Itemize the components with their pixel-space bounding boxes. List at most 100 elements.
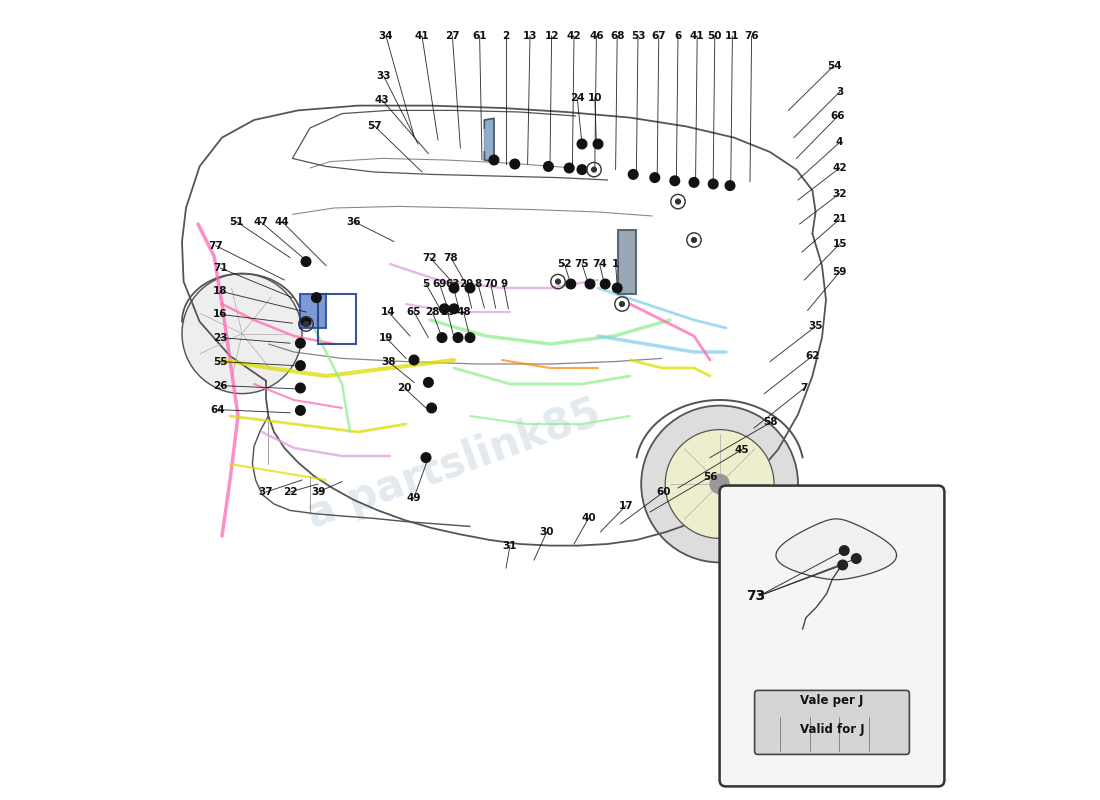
- Circle shape: [543, 162, 553, 171]
- Circle shape: [578, 165, 586, 174]
- Circle shape: [675, 199, 681, 204]
- Text: 9: 9: [500, 279, 507, 289]
- Text: 70: 70: [484, 279, 498, 289]
- Text: 55: 55: [213, 357, 228, 366]
- Text: 45: 45: [735, 445, 749, 454]
- Text: 49: 49: [407, 493, 421, 502]
- Circle shape: [465, 283, 475, 293]
- Text: 62: 62: [805, 351, 820, 361]
- Circle shape: [421, 453, 431, 462]
- Text: 61: 61: [472, 31, 487, 41]
- Text: 40: 40: [581, 514, 596, 523]
- Text: 43: 43: [375, 95, 389, 105]
- Circle shape: [409, 355, 419, 365]
- Circle shape: [666, 430, 774, 538]
- Text: 58: 58: [763, 418, 778, 427]
- Text: 44: 44: [275, 217, 289, 226]
- Text: 14: 14: [381, 307, 396, 317]
- Text: 74: 74: [592, 259, 607, 269]
- Circle shape: [427, 403, 437, 413]
- Text: 28: 28: [425, 307, 440, 317]
- Circle shape: [613, 283, 621, 293]
- Circle shape: [304, 322, 308, 326]
- Text: 3: 3: [836, 87, 844, 97]
- Circle shape: [564, 163, 574, 173]
- Circle shape: [690, 178, 698, 187]
- Circle shape: [670, 176, 680, 186]
- Text: 21: 21: [833, 214, 847, 224]
- Text: 25: 25: [440, 307, 455, 317]
- Circle shape: [465, 333, 475, 342]
- Text: 66: 66: [830, 111, 845, 121]
- Circle shape: [437, 333, 447, 342]
- Text: 22: 22: [283, 487, 297, 497]
- Circle shape: [692, 238, 696, 242]
- Circle shape: [449, 283, 459, 293]
- Text: 13: 13: [522, 31, 537, 41]
- Text: 33: 33: [376, 71, 390, 81]
- Text: 7: 7: [801, 383, 808, 393]
- Text: 53: 53: [630, 31, 646, 41]
- Circle shape: [641, 406, 798, 562]
- Text: 67: 67: [651, 31, 667, 41]
- Text: 6: 6: [674, 31, 682, 41]
- Text: 65: 65: [407, 307, 421, 317]
- Text: 72: 72: [422, 253, 438, 262]
- Polygon shape: [484, 118, 494, 162]
- Text: 60: 60: [657, 487, 671, 497]
- Circle shape: [838, 560, 847, 570]
- Text: 37: 37: [258, 487, 273, 497]
- Text: 10: 10: [587, 93, 602, 102]
- Text: 50: 50: [707, 31, 722, 41]
- Text: 34: 34: [378, 31, 394, 41]
- Text: 15: 15: [833, 239, 847, 249]
- Polygon shape: [776, 519, 896, 580]
- Text: 31: 31: [503, 541, 517, 550]
- Text: 17: 17: [618, 501, 634, 510]
- Text: 39: 39: [311, 487, 326, 497]
- Text: 75: 75: [574, 259, 590, 269]
- Text: 52: 52: [558, 259, 572, 269]
- Circle shape: [301, 257, 311, 266]
- Circle shape: [566, 279, 575, 289]
- Circle shape: [311, 293, 321, 302]
- Text: 63: 63: [446, 279, 460, 289]
- Text: 47: 47: [253, 217, 267, 226]
- Text: 78: 78: [443, 253, 458, 262]
- Circle shape: [296, 361, 305, 370]
- Text: 11: 11: [725, 31, 739, 41]
- Text: 64: 64: [211, 405, 226, 414]
- Text: 38: 38: [381, 357, 396, 366]
- Circle shape: [510, 159, 519, 169]
- Circle shape: [453, 333, 463, 342]
- Circle shape: [585, 279, 595, 289]
- Text: 5: 5: [422, 279, 430, 289]
- Circle shape: [710, 474, 729, 494]
- Circle shape: [708, 179, 718, 189]
- Text: 4: 4: [836, 138, 844, 147]
- Circle shape: [424, 378, 433, 387]
- Circle shape: [593, 139, 603, 149]
- Text: 56: 56: [703, 472, 717, 482]
- Text: 77: 77: [208, 241, 223, 250]
- Text: 71: 71: [213, 263, 228, 273]
- Circle shape: [556, 279, 560, 284]
- Text: 46: 46: [590, 31, 604, 41]
- Text: 16: 16: [213, 310, 228, 319]
- Circle shape: [182, 274, 302, 394]
- Circle shape: [578, 139, 586, 149]
- Circle shape: [296, 406, 305, 415]
- Text: Vale per J: Vale per J: [801, 694, 864, 707]
- Circle shape: [490, 155, 498, 165]
- Text: a partslink85: a partslink85: [301, 391, 606, 537]
- Text: 29: 29: [459, 279, 473, 289]
- Circle shape: [628, 170, 638, 179]
- Circle shape: [851, 554, 861, 563]
- Text: 51: 51: [229, 217, 244, 226]
- Text: 57: 57: [366, 121, 382, 130]
- Text: 12: 12: [544, 31, 559, 41]
- Circle shape: [619, 302, 625, 306]
- Text: 2: 2: [503, 31, 509, 41]
- Text: 36: 36: [346, 217, 361, 226]
- Text: 69: 69: [432, 279, 447, 289]
